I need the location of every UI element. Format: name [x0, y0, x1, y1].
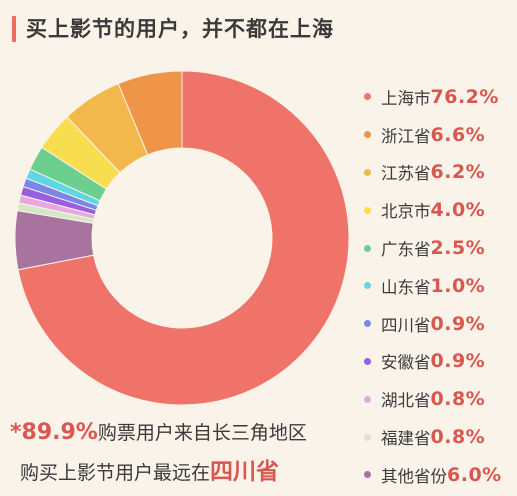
legend-label: 四川省 [381, 315, 431, 335]
legend-item-9: 福建省 0.8% [364, 418, 514, 456]
footnote-text-2: 购买上影节用户最远在 [20, 462, 211, 484]
legend-label: 广东省 [381, 240, 431, 260]
legend-item-2: 江苏省 6.2% [364, 154, 514, 192]
legend-dot-icon [364, 320, 371, 328]
legend-dot-icon [364, 357, 371, 365]
legend-label: 湖北省 [381, 391, 431, 411]
legend-dot-icon [364, 168, 371, 176]
chart-legend: 上海市 76.2% 浙江省 6.6% 江苏省 6.2% 北京市 4.0% 广东省 2.5% 山东省 1… [364, 78, 514, 494]
legend-label: 江苏省 [381, 164, 431, 184]
footnote-line-2: 购买上影节用户最远在四川省 [20, 452, 279, 486]
legend-value: 0.8% [430, 426, 486, 449]
donut-slice-10 [117, 70, 183, 156]
legend-value: 4.0% [430, 199, 486, 222]
legend-label: 其他省份 [381, 466, 447, 486]
legend-value: 6.2% [430, 161, 486, 184]
legend-label: 安徽省 [381, 353, 431, 373]
legend-item-0: 上海市 76.2% [364, 78, 514, 116]
legend-value: 6.0% [447, 463, 502, 486]
legend-dot-icon [364, 131, 371, 139]
legend-item-6: 四川省 0.9% [364, 305, 514, 343]
legend-item-5: 山东省 1.0% [364, 267, 514, 305]
legend-value: 0.9% [430, 312, 486, 335]
footnote-text-1: 购票用户来自长三角地区 [97, 422, 307, 444]
legend-dot-icon [364, 471, 371, 479]
legend-label: 浙江省 [381, 126, 431, 146]
legend-label: 福建省 [381, 429, 431, 449]
legend-label: 上海市 [381, 88, 431, 108]
legend-value: 1.0% [430, 274, 486, 297]
legend-value: 76.2% [430, 85, 499, 108]
legend-dot-icon [364, 206, 371, 214]
footnote-line-1: *89.9%购票用户来自长三角地区 [10, 418, 307, 445]
legend-dot-icon [364, 282, 371, 290]
legend-item-3: 北京市 4.0% [364, 191, 514, 229]
legend-dot-icon [364, 244, 371, 252]
chart-title: 买上影节的用户，并不都在上海 [26, 17, 334, 41]
title-accent-bar [12, 16, 16, 42]
legend-label: 山东省 [381, 277, 431, 297]
legend-item-1: 浙江省 6.6% [364, 116, 514, 154]
legend-value: 2.5% [430, 237, 486, 260]
donut-slice-0 [17, 70, 350, 406]
legend-value: 0.8% [430, 388, 486, 411]
legend-label: 北京市 [381, 202, 431, 222]
legend-dot-icon [364, 93, 371, 101]
footnote-percent: *89.9% [10, 420, 98, 445]
legend-item-10: 其他省份 6.0% [364, 456, 514, 494]
legend-dot-icon [364, 395, 371, 403]
footnote-province: 四川省 [210, 459, 280, 485]
legend-item-7: 安徽省 0.9% [364, 343, 514, 381]
legend-dot-icon [364, 433, 371, 441]
legend-item-4: 广东省 2.5% [364, 229, 514, 267]
legend-value: 0.9% [430, 350, 486, 373]
legend-item-8: 湖北省 0.8% [364, 380, 514, 418]
legend-value: 6.6% [430, 123, 486, 146]
donut-chart [14, 70, 350, 406]
